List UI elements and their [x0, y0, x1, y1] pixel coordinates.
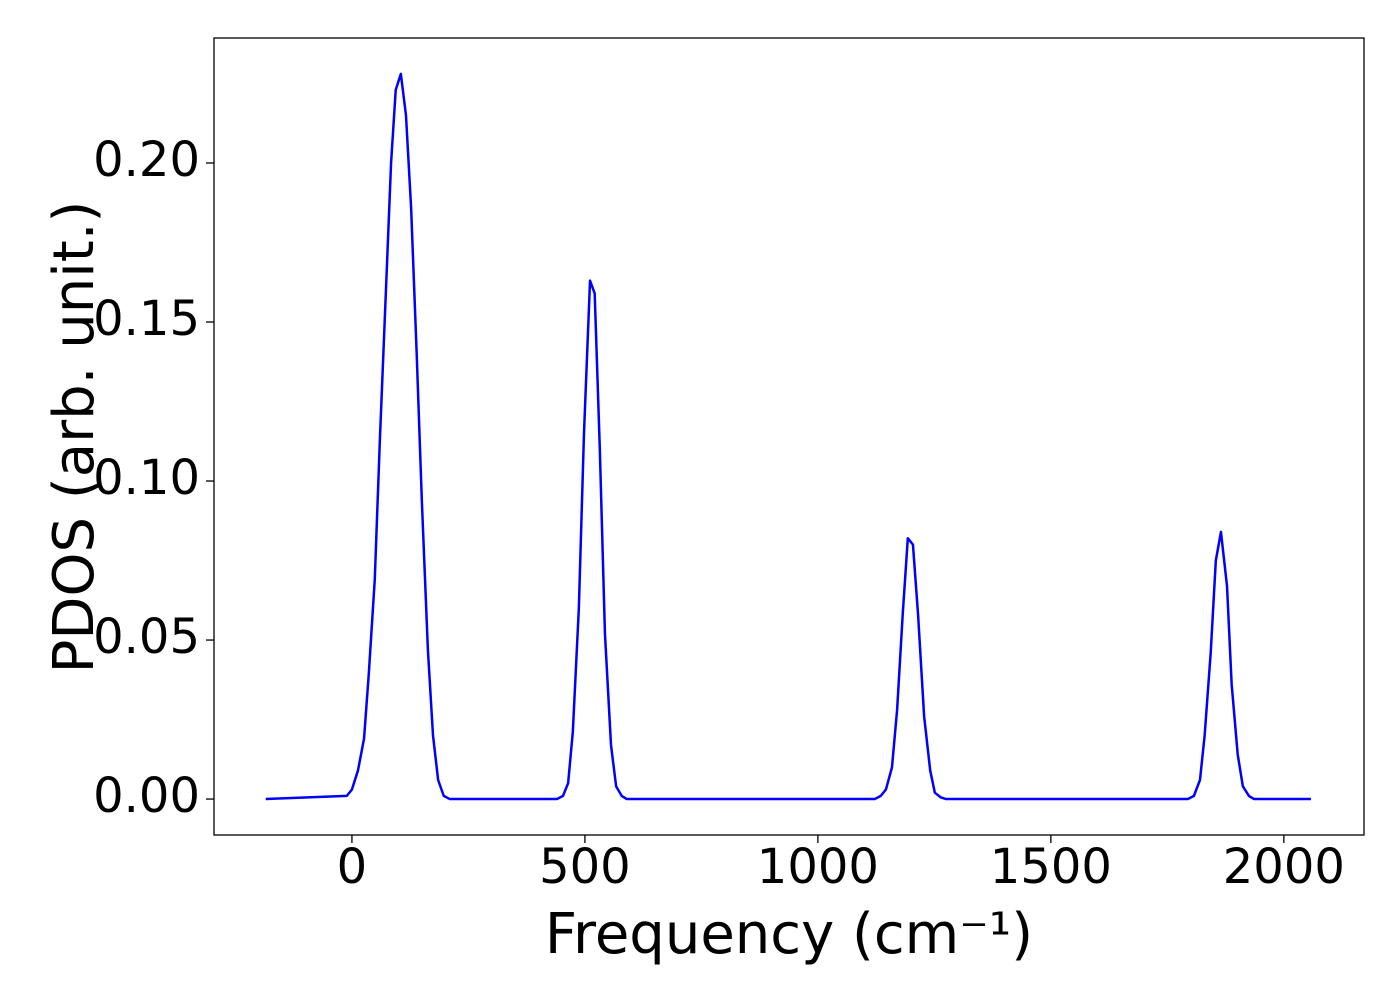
y-axis-label: PDOS (arb. unit.) — [42, 201, 107, 674]
x-tick-label: 1000 — [757, 839, 879, 895]
y-tick-label: 0.00 — [93, 768, 200, 824]
x-tick-label: 1500 — [990, 839, 1112, 895]
x-tick-label: 0 — [337, 839, 368, 895]
data-line — [265, 72, 1311, 801]
y-tick-label: 0.10 — [93, 450, 200, 506]
x-tick-label: 500 — [539, 839, 631, 895]
y-tick-label: 0.05 — [93, 609, 200, 665]
plot-frame — [213, 37, 1365, 836]
y-tick-label: 0.15 — [93, 291, 200, 347]
x-tick-label: 2000 — [1223, 839, 1345, 895]
x-axis-label: Frequency (cm⁻¹) — [545, 902, 1033, 967]
y-tick-label: 0.20 — [93, 132, 200, 188]
